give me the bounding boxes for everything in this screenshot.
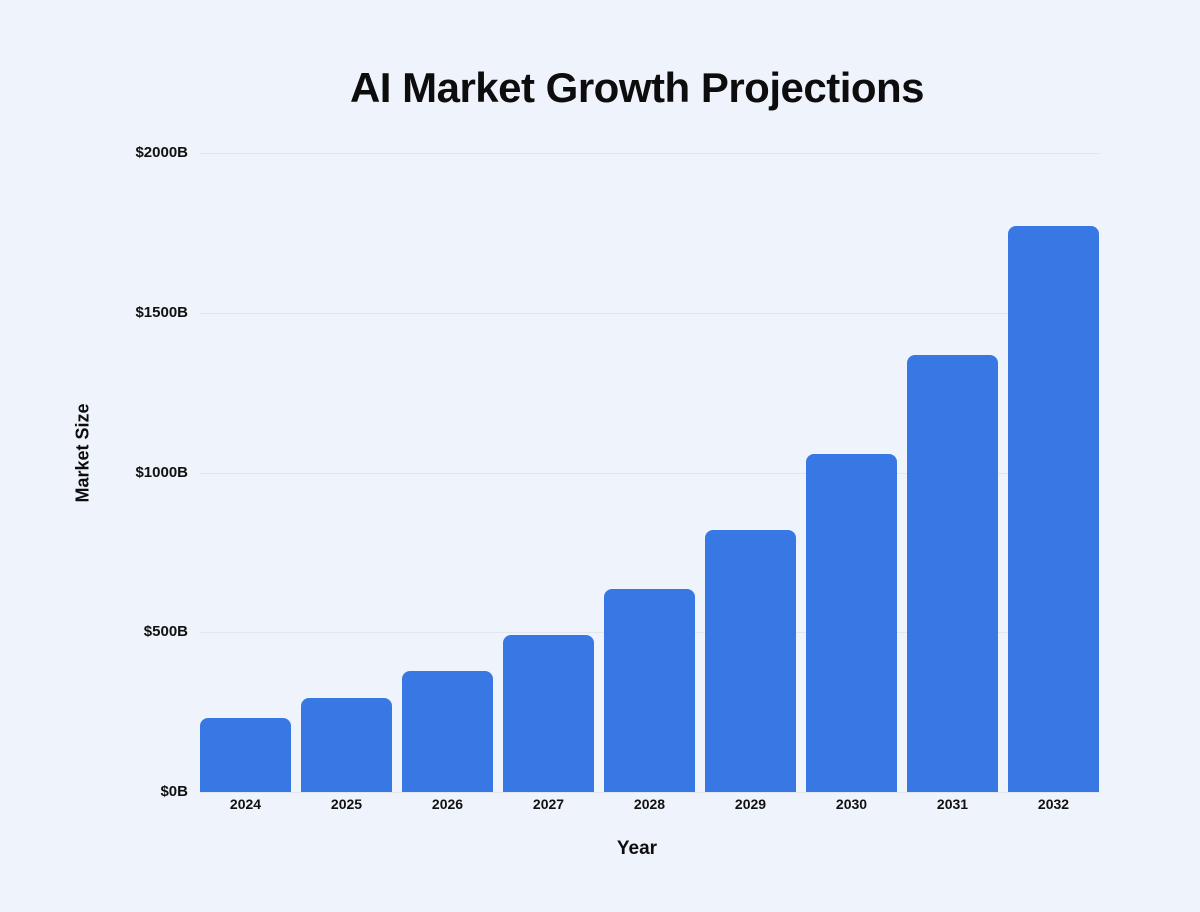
bar-2028 [604,589,695,792]
x-tick-label-2025: 2025 [330,796,363,812]
x-tick-label-2027: 2027 [532,796,565,812]
chart-title: AI Market Growth Projections [349,64,925,111]
x-axis-tick-labels: 2024 2025 2026 2027 2028 2029 2030 2031 2032 [200,796,1100,816]
x-tick-label-2024: 2024 [229,796,262,812]
y-axis-tick-labels: $0B $500B $1000B $1500B $2000B [0,144,188,800]
bar-2024 [200,718,291,792]
x-tick-label-2029: 2029 [734,796,767,812]
bar-2025 [301,698,392,792]
y-tick-label-1000: $1000B [135,464,188,481]
x-tick-label-2032: 2032 [1037,796,1070,812]
gridline-1000 [200,473,1100,474]
x-tick-label-2030: 2030 [835,796,868,812]
y-tick-label-0: $0B [160,783,188,800]
gridline-2000 [200,153,1100,154]
bar-2026 [402,671,493,792]
y-tick-label-500: $500B [143,623,188,640]
y-tick-label-1500: $1500B [135,304,188,321]
bar-2031 [907,355,998,792]
y-tick-label-2000: $2000B [135,144,188,161]
x-tick-label-2026: 2026 [431,796,464,812]
x-axis-title: Year [616,838,658,859]
x-tick-label-2028: 2028 [633,796,666,812]
bar-2032 [1008,226,1099,792]
x-tick-label-2031: 2031 [936,796,969,812]
bar-2029 [705,530,796,792]
bar-2030 [806,454,897,792]
gridline-0 [200,792,1100,793]
gridline-1500 [200,313,1100,314]
plot-area [200,153,1100,793]
bar-2027 [503,635,594,792]
